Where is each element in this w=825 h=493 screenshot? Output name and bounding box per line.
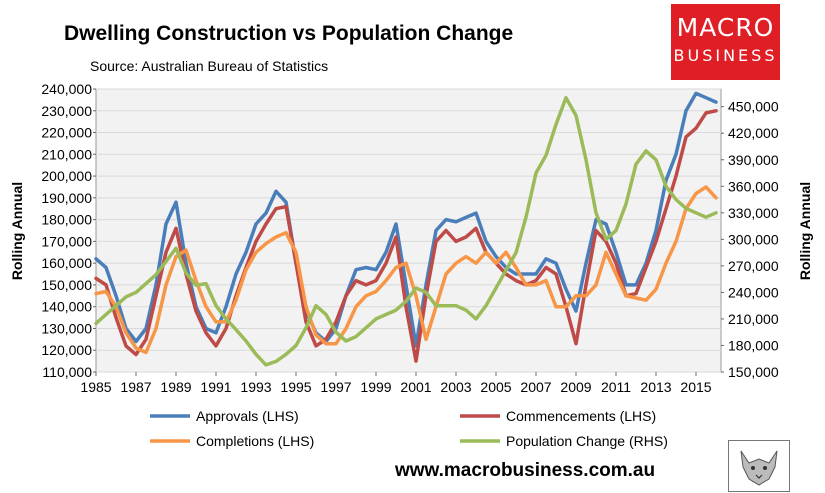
- x-tick-label: 2011: [601, 379, 631, 395]
- series-line-completions-lhs: [94, 185, 718, 355]
- macrobusiness-logo: MACRO BUSINESS: [671, 4, 780, 80]
- website-url[interactable]: www.macrobusiness.com.au: [395, 460, 656, 481]
- x-tick-label: 2013: [640, 379, 671, 395]
- legend-label: Completions (LHS): [196, 433, 314, 449]
- x-tick-label: 2003: [440, 379, 471, 395]
- y-right-tick-label: 330,000: [728, 205, 779, 221]
- logo-line2: BUSINESS: [673, 46, 778, 65]
- grid: [96, 88, 721, 373]
- y-left-tick-label: 150,000: [41, 277, 92, 293]
- x-tick-label: 1999: [360, 379, 391, 395]
- y-right-tick-label: 210,000: [728, 311, 779, 327]
- series-line-population-change-rhs: [94, 96, 718, 367]
- y-left-tick-label: 200,000: [41, 168, 92, 184]
- x-tick-label: 2015: [680, 379, 711, 395]
- y-right-tick-label: 360,000: [728, 178, 779, 194]
- x-tick-label: 1995: [280, 379, 311, 395]
- y-left-tick-label: 160,000: [41, 255, 92, 271]
- y-left-tick-label: 240,000: [41, 81, 92, 97]
- y-left-tick-label: 190,000: [41, 190, 92, 206]
- y-left-tick-label: 170,000: [41, 233, 92, 249]
- series-lines: [94, 91, 718, 367]
- y-right-tick-label: 450,000: [728, 99, 779, 115]
- wolf-logo-icon: [728, 440, 790, 492]
- legend-label: Approvals (LHS): [196, 408, 299, 424]
- x-tick-label: 2005: [480, 379, 511, 395]
- y-left-tick-label: 230,000: [41, 103, 92, 119]
- x-tick-label: 1997: [320, 379, 351, 395]
- x-tick-label: 1989: [160, 379, 191, 395]
- y-axis-right-label: Rolling Annual: [797, 182, 813, 280]
- x-tick-label: 1985: [80, 379, 111, 395]
- y-axis-left-label: Rolling Annual: [9, 182, 25, 280]
- x-tick-label: 2001: [400, 379, 431, 395]
- y-left-tick-label: 120,000: [41, 342, 92, 358]
- y-right-tick-label: 390,000: [728, 152, 779, 168]
- y-left-tick-label: 110,000: [42, 364, 92, 380]
- y-left-tick-label: 130,000: [41, 320, 92, 336]
- y-right-tick-label: 180,000: [728, 337, 779, 353]
- chart-subtitle: Source: Australian Bureau of Statistics: [90, 58, 329, 74]
- x-tick-label: 1987: [120, 379, 151, 395]
- y-right-tick-label: 240,000: [728, 284, 779, 300]
- logo-line1: MACRO: [676, 13, 775, 42]
- y-left-ticks: 110,000 120,000 130,000 140,000 150,000 160,0…: [41, 81, 96, 380]
- y-right-tick-label: 420,000: [728, 125, 779, 141]
- x-tick-label: 1993: [240, 379, 271, 395]
- series-line-commencements-lhs: [94, 109, 718, 363]
- y-left-tick-label: 210,000: [41, 146, 92, 162]
- x-ticks: 1985 1987 1989 1991 1993 1995 1997 1999 2001 2003…: [80, 372, 712, 395]
- x-tick-label: 2009: [560, 379, 591, 395]
- y-right-tick-label: 150,000: [728, 364, 779, 380]
- y-right-ticks: 150,000 180,000 210,000 240,000 270,000 300,0…: [721, 99, 779, 380]
- legend-label: Commencements (LHS): [506, 408, 656, 424]
- chart-title: Dwelling Construction vs Population Chan…: [64, 22, 514, 45]
- y-left-tick-label: 140,000: [41, 299, 92, 315]
- y-right-tick-label: 270,000: [728, 258, 779, 274]
- y-left-tick-label: 180,000: [41, 212, 92, 228]
- legend-label: Population Change (RHS): [506, 433, 668, 449]
- legend: Approvals (LHS) Commencements (LHS) Comple…: [150, 408, 668, 449]
- y-right-tick-label: 300,000: [728, 231, 779, 247]
- x-tick-label: 2007: [520, 379, 551, 395]
- series-line-approvals-lhs: [94, 91, 718, 348]
- x-tick-label: 1991: [200, 379, 231, 395]
- y-left-tick-label: 220,000: [41, 125, 92, 141]
